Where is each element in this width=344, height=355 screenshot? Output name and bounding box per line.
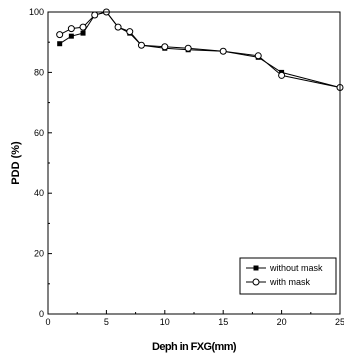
x-tick-label: 5 [104,317,109,327]
with-mask-point [161,43,169,51]
with-mask-point [79,23,87,31]
x-axis: 0 5 10 15 20 25 [45,310,344,327]
with-mask-point [67,25,75,33]
y-tick-label: 0 [39,309,44,319]
legend-marker-without-mask [253,265,259,271]
series-line-without-mask [59,11,341,88]
x-tick-label: 0 [45,317,50,327]
with-mask-point [56,31,64,39]
legend-label-without-mask: without mask [269,263,323,273]
with-mask-point [219,47,227,55]
with-mask-point [137,41,145,49]
x-tick-label: 10 [160,317,170,327]
y-axis: 0 20 40 60 80 100 [29,7,52,319]
series-markers [56,8,344,91]
y-tick-label: 60 [34,128,44,138]
y-axis-title: PDD (%) [10,141,22,185]
with-mask-point [278,71,286,79]
x-tick-label: 15 [218,317,228,327]
y-tick-label: 20 [34,249,44,259]
x-tick-label: 20 [277,317,287,327]
y-tick-label: 100 [29,7,44,17]
x-tick-label: 25 [335,317,344,327]
with-mask-point [184,44,192,52]
legend-box [239,257,337,295]
y-tick-label: 40 [34,188,44,198]
without-mask-point [80,30,86,36]
with-mask-point [126,28,134,36]
legend: without mask with mask [239,257,337,295]
with-mask-point [91,11,99,19]
y-tick-label: 80 [34,67,44,77]
without-mask-point [68,33,74,39]
series-lines [59,11,341,88]
with-mask-point [254,52,262,60]
legend-marker-with-mask [252,278,260,286]
legend-items: without mask with mask [246,263,323,287]
with-mask-point [114,23,122,31]
without-mask-point [57,41,63,47]
legend-label-with-mask: with mask [269,277,311,287]
x-axis-title: Deph in FXG(mm) [152,341,237,353]
